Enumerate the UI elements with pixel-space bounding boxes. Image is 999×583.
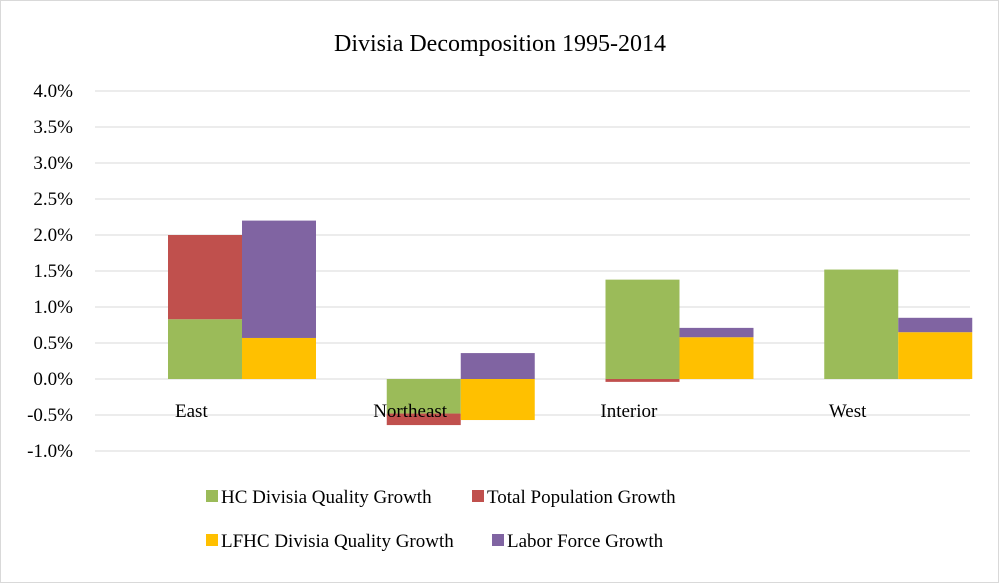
bar-interior-labor-force-growth [679,327,754,338]
legend-swatch [492,534,504,546]
bar-northeast-labor-force-growth [460,353,535,379]
y-tick-label: 2.5% [33,189,73,210]
y-tick-label: 0.5% [33,333,73,354]
bar-west-labor-force-growth [898,317,973,333]
legend-label: LFHC Divisia Quality Growth [221,531,454,552]
legend-label: Total Population Growth [487,487,676,508]
legend-swatch [472,490,484,502]
y-axis-ticks: 4.0% 3.5% 3.0% 2.5% 2.0% 1.5% 1.0% 0.5% 0.0% -0.5… [27,81,73,462]
category-label: West [829,401,867,422]
y-tick-label: 2.0% [33,225,73,246]
chart-title: Divisia Decomposition 1995-2014 [334,31,666,57]
y-tick-label: 3.5% [33,117,73,138]
bar-northeast-total-population-growth [386,413,461,426]
y-tick-label: 0.0% [33,369,73,390]
y-tick-label: -1.0% [27,441,73,462]
legend-label: HC Divisia Quality Growth [221,487,432,508]
bar-northeast-lfhc-divisia-quality-growth [460,379,535,421]
legend: HC Divisia Quality Growth Total Populatio… [206,487,676,552]
legend-label: Labor Force Growth [507,531,664,552]
category-label: East [175,401,208,422]
y-tick-label: 1.5% [33,261,73,282]
bar-interior-hc-divisia-quality-growth [605,279,680,379]
bar-west-lfhc-divisia-quality-growth [898,332,973,379]
category-labels: East Northeast Interior West [175,401,867,422]
y-tick-label: 1.0% [33,297,73,318]
category-label: Interior [600,401,658,422]
category-label: Northeast [373,401,448,422]
legend-swatch [206,534,218,546]
bar-east-hc-divisia-quality-growth [168,319,242,379]
bars [168,220,973,426]
y-tick-label: 4.0% [33,81,73,102]
bar-northeast-hc-divisia-quality-growth [386,379,461,414]
bar-east-labor-force-growth [242,220,316,338]
bar-east-total-population-growth [168,235,242,320]
legend-swatch [206,490,218,502]
bar-east-lfhc-divisia-quality-growth [242,337,316,379]
y-tick-label: 3.0% [33,153,73,174]
bar-interior-total-population-growth [605,379,680,382]
y-tick-label: -0.5% [27,405,73,426]
bar-west-hc-divisia-quality-growth [824,269,899,379]
bar-interior-lfhc-divisia-quality-growth [679,337,754,379]
